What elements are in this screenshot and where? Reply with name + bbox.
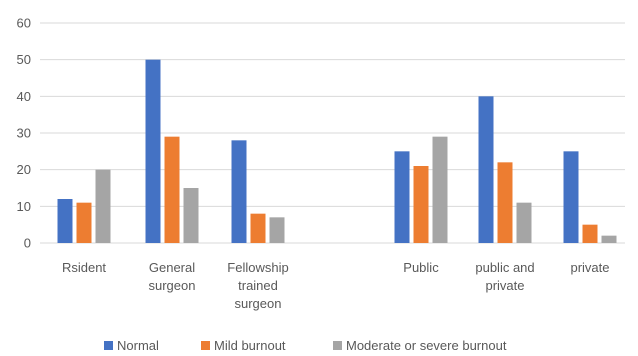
bar-moderate-or-severe-burnout: [516, 202, 532, 243]
legend: Normal Mild burnout Moderate or severe bur…: [104, 338, 507, 353]
y-tick-label: 0: [24, 236, 31, 251]
bar-mild-burnout: [76, 202, 92, 243]
legend-label: Normal: [117, 338, 159, 353]
y-tick-label: 30: [17, 126, 31, 141]
bar-normal: [394, 151, 410, 243]
x-category-label: surgeon: [235, 296, 282, 311]
x-category-label: Rsident: [62, 260, 106, 275]
bar-normal: [563, 151, 579, 243]
legend-swatch: [201, 341, 210, 350]
x-category-label: public and: [475, 260, 534, 275]
x-category-label: private: [485, 278, 524, 293]
bar-moderate-or-severe-burnout: [183, 188, 199, 243]
bar-mild-burnout: [164, 136, 180, 243]
bar-normal: [145, 59, 161, 243]
bar-moderate-or-severe-burnout: [432, 136, 448, 243]
bars: [57, 59, 617, 243]
y-tick-label: 50: [17, 52, 31, 67]
y-tick-label: 40: [17, 89, 31, 104]
legend-swatch: [333, 341, 342, 350]
x-category-label: Public: [403, 260, 439, 275]
y-axis-tick-labels: 0 10 20 30 40 50 60: [17, 16, 31, 251]
legend-label: Moderate or severe burnout: [346, 338, 507, 353]
legend-swatch: [104, 341, 113, 350]
bar-normal: [231, 140, 247, 243]
x-category-label: private: [570, 260, 609, 275]
bar-mild-burnout: [497, 162, 513, 243]
bar-moderate-or-severe-burnout: [95, 169, 111, 243]
bar-moderate-or-severe-burnout: [601, 235, 617, 243]
x-category-label: General: [149, 260, 195, 275]
y-tick-label: 60: [17, 16, 31, 31]
x-category-label: Fellowship: [227, 260, 288, 275]
bar-mild-burnout: [582, 224, 598, 243]
y-tick-label: 20: [17, 162, 31, 177]
bar-normal: [478, 96, 494, 243]
bar-normal: [57, 199, 73, 243]
gridlines: [40, 22, 625, 244]
legend-label: Mild burnout: [214, 338, 286, 353]
bar-moderate-or-severe-burnout: [269, 217, 285, 243]
y-tick-label: 10: [17, 199, 31, 214]
bar-mild-burnout: [413, 166, 429, 243]
x-axis-category-labels: Rsident General surgeon Fellowship trained su…: [62, 260, 610, 311]
x-category-label: trained: [238, 278, 278, 293]
bar-mild-burnout: [250, 213, 266, 243]
x-category-label: surgeon: [149, 278, 196, 293]
